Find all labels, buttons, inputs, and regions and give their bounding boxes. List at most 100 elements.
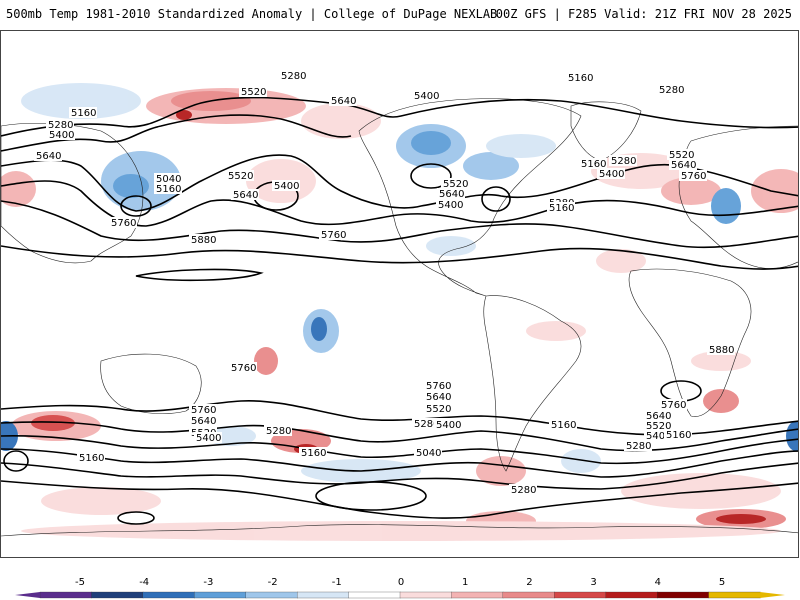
colorbar-tick-label: 0 <box>398 577 404 588</box>
contour-label-bg <box>509 484 537 495</box>
contour-label: 5640 <box>646 411 671 422</box>
colorbar-max-arrow <box>760 592 785 598</box>
contour-label-bg <box>659 399 687 410</box>
contour-label: 5400 <box>49 130 74 141</box>
contour-label: 5160 <box>581 159 606 170</box>
map-panel[interactable]: 5280 5160 5520 5400 5640 5160 5280 5280 5400 5640… <box>0 30 799 558</box>
contour-label-bg <box>424 391 452 402</box>
contour-label: 5040 <box>416 448 441 459</box>
colorbar-tick-label: 1 <box>462 577 468 588</box>
contour-label: 5760 <box>231 363 256 374</box>
contour-label: 5640 <box>191 416 216 427</box>
contour-label-bg <box>69 107 97 118</box>
colorbar-tick-label: -4 <box>139 577 149 588</box>
colorbar-swatch <box>708 591 761 599</box>
contour-label: 5400 <box>438 200 463 211</box>
contour-label-bg <box>609 155 637 166</box>
contour-label: 5520 <box>241 87 266 98</box>
contour-label-bg <box>226 170 254 181</box>
colorbar-tick-labels: -5 -4 -3 -2 -1 0 1 2 3 4 5 <box>75 577 725 588</box>
contour-label-bg <box>189 234 217 245</box>
contour-label-bg <box>231 189 259 200</box>
colorbar-tick-label: 3 <box>590 577 596 588</box>
colorbar-tick-label: 4 <box>655 577 661 588</box>
colorbar-tick-label: -1 <box>332 577 342 588</box>
contour-label-bg <box>47 129 75 140</box>
contour-label-bg <box>579 158 607 169</box>
contour-label: 5160 <box>301 448 326 459</box>
contour-label-bg <box>549 419 577 430</box>
colorbar-tick-label: 5 <box>719 577 725 588</box>
contour-label-bg <box>272 180 300 191</box>
colorbar-swatch <box>296 591 350 599</box>
contour-label: 5400 <box>196 433 221 444</box>
colorbar-tick-label: -2 <box>268 577 278 588</box>
colorbar-swatch <box>91 591 144 599</box>
contour-label: 5760 <box>321 230 346 241</box>
contour-label-bg <box>154 173 182 184</box>
contour-label-bg <box>624 440 652 451</box>
contour-label: 5760 <box>681 171 706 182</box>
contour-label: 5640 <box>331 96 356 107</box>
contour-label-bg <box>109 217 137 228</box>
contour-label-bg <box>229 362 257 373</box>
colorbar-tick-label: 2 <box>526 577 532 588</box>
contour-label: 5160 <box>551 420 576 431</box>
contour-label-bg <box>194 432 222 443</box>
anomaly-colorbar: -5 -4 -3 -2 -1 0 1 2 3 4 5 <box>15 577 785 599</box>
colorbar-swatch <box>502 591 555 599</box>
contour-label-bg <box>644 410 672 421</box>
contour-label: 5280 <box>414 419 439 430</box>
colorbar-tick-label: -3 <box>203 577 213 588</box>
contour-label: 5760 <box>426 381 451 392</box>
contour-label: 5520 <box>646 421 671 432</box>
contour-label-bg <box>239 86 267 97</box>
colorbar-swatch <box>656 591 710 599</box>
contour-label: 5400 <box>414 91 439 102</box>
contour-label: 5280 <box>611 156 636 167</box>
colorbar-swatch <box>194 591 247 599</box>
contour-label: 5160 <box>568 73 593 84</box>
contour-label: 5880 <box>709 345 734 356</box>
contour-label: 5160 <box>666 430 691 441</box>
contour-label-bg <box>547 202 575 213</box>
colorbar-swatch <box>142 591 195 599</box>
colorbar-min-arrow <box>15 592 40 598</box>
contour-label: 5640 <box>233 190 258 201</box>
contour-label-bg <box>279 70 307 81</box>
contour-label-bg <box>566 72 594 83</box>
contour-label: 5160 <box>549 203 574 214</box>
contour-label: 5520 <box>669 150 694 161</box>
colorbar-swatch <box>348 591 401 599</box>
contour-label-bg <box>34 150 62 161</box>
colorbar-swatch <box>245 591 298 599</box>
product-title: 500mb Temp 1981-2010 Standardized Anomal… <box>6 7 498 21</box>
contour-label-bg <box>657 84 685 95</box>
contour-label-bg <box>667 149 695 160</box>
contour-label: 5400 <box>274 181 299 192</box>
colorbar-tick-label: -5 <box>75 577 85 588</box>
contour-label: 5520 <box>426 404 451 415</box>
contour-label-bg <box>319 229 347 240</box>
colorbar-swatch <box>554 591 607 599</box>
contour-label: 5640 <box>36 151 61 162</box>
contour-label: 5640 <box>426 392 451 403</box>
contour-label: 5280 <box>48 120 73 131</box>
contour-label: 5640 <box>439 189 464 200</box>
contour-label: 5280 <box>626 441 651 452</box>
contour-label-bg <box>46 119 74 130</box>
anomaly-shading <box>1 83 798 541</box>
contour-label: 5760 <box>111 218 136 229</box>
contour-label-bg <box>189 415 217 426</box>
contour-label: 5280 <box>266 426 291 437</box>
contour-label: 5160 <box>79 453 104 464</box>
contour-label: 5520 <box>443 179 468 190</box>
contour-label-bg <box>154 183 182 194</box>
contour-label-bg <box>664 429 692 440</box>
contour-label: 5640 <box>671 160 696 171</box>
contour-label: 5280 <box>659 85 684 96</box>
contour-label-bg <box>329 95 357 106</box>
contour-label-bg <box>644 430 672 441</box>
